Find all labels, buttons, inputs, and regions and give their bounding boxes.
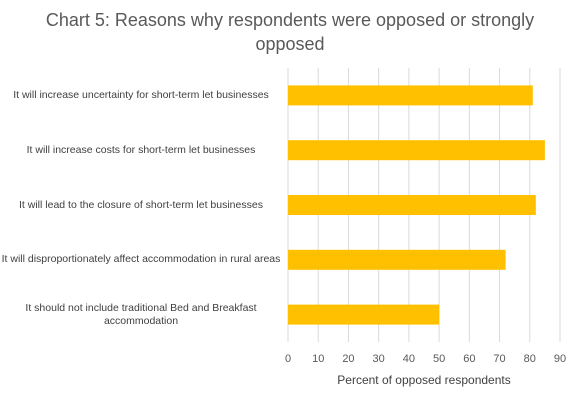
x-tick-label: 70 bbox=[493, 353, 505, 365]
bar bbox=[288, 195, 536, 215]
category-label: It should not include traditional Bed an… bbox=[25, 301, 257, 327]
bar bbox=[288, 140, 545, 161]
bar bbox=[288, 85, 533, 106]
x-tick-label: 20 bbox=[342, 353, 354, 365]
x-tick-label: 60 bbox=[463, 353, 475, 365]
x-tick-label: 0 bbox=[285, 353, 291, 365]
category-label: It will increase uncertainty for short-t… bbox=[13, 88, 269, 101]
x-tick-label: 90 bbox=[554, 353, 566, 365]
x-tick-label: 40 bbox=[403, 353, 415, 365]
x-tick-label: 80 bbox=[524, 353, 536, 365]
x-axis-title: Percent of opposed respondents bbox=[337, 373, 511, 387]
bar bbox=[288, 249, 506, 270]
category-label: It will disproportionately affect accomm… bbox=[1, 253, 281, 266]
category-label: It will increase costs for short-term le… bbox=[26, 143, 256, 156]
x-tick-label: 10 bbox=[312, 353, 324, 365]
category-label: It will lead to the closure of short-ter… bbox=[19, 198, 263, 211]
chart-title: Chart 5: Reasons why respondents were op… bbox=[45, 10, 535, 54]
x-tick-label: 30 bbox=[373, 353, 385, 365]
x-tick-label: 50 bbox=[433, 353, 445, 365]
bar bbox=[288, 304, 440, 325]
